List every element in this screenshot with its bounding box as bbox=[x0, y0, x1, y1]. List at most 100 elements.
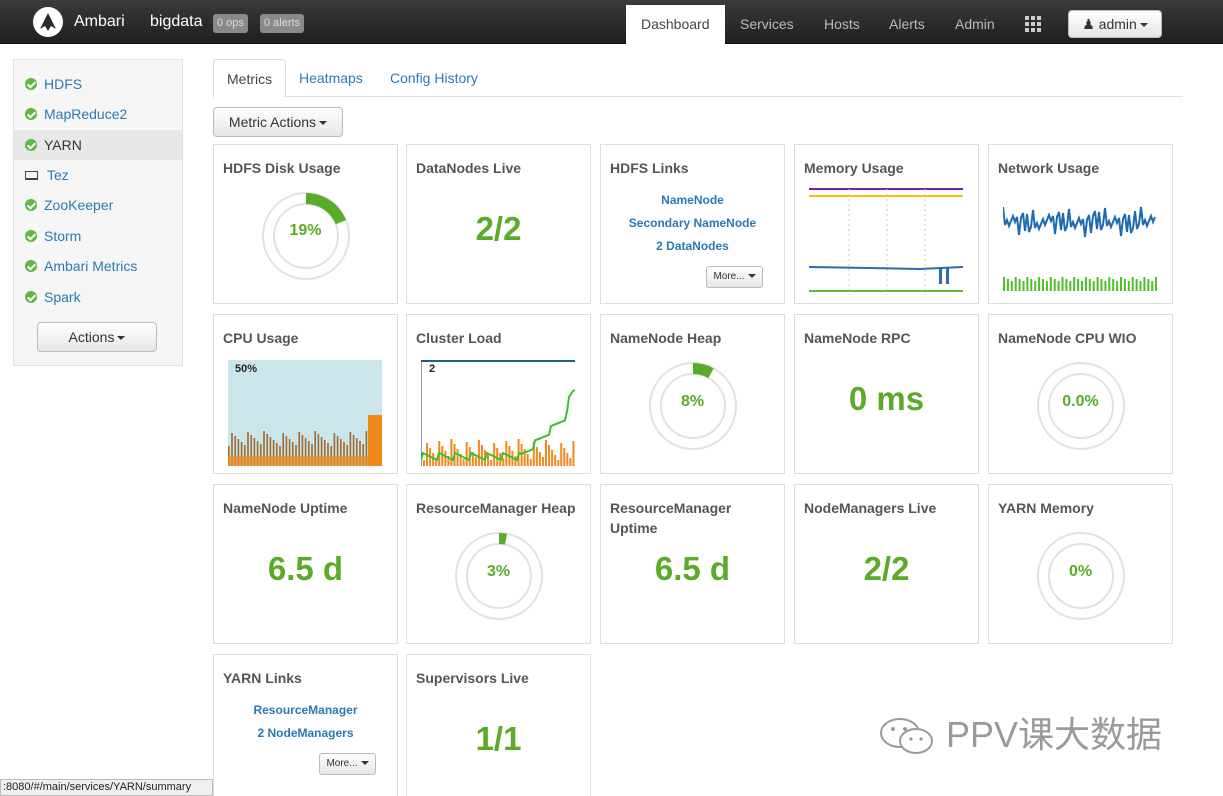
sidebar-item-zookeeper[interactable]: ZooKeeper bbox=[14, 190, 182, 220]
widget-title: Network Usage bbox=[998, 160, 1100, 176]
tab-heatmaps[interactable]: Heatmaps bbox=[299, 70, 363, 86]
views-grid-icon[interactable] bbox=[1025, 16, 1043, 32]
sidebar-item-storm[interactable]: Storm bbox=[14, 221, 182, 251]
user-menu-button[interactable]: ♟ admin bbox=[1068, 10, 1162, 38]
cluster-name[interactable]: bigdata bbox=[150, 13, 203, 30]
check-circle-icon bbox=[25, 260, 37, 272]
usage-donut bbox=[649, 362, 737, 450]
widget-hdfs-links: HDFS Links NameNode Secondary NameNode 2… bbox=[600, 144, 785, 304]
sidebar-item-hdfs[interactable]: HDFS bbox=[14, 69, 182, 99]
watermark-text: PPV课大数据 bbox=[946, 714, 1163, 755]
check-circle-icon bbox=[25, 78, 37, 90]
sidebar-item-label: Storm bbox=[44, 228, 82, 244]
laptop-icon bbox=[25, 171, 38, 180]
sidebar-item-yarn[interactable]: YARN bbox=[14, 130, 182, 160]
caret-down-icon bbox=[747, 274, 756, 279]
widget-title: Memory Usage bbox=[804, 160, 904, 176]
link-secondary-namenode[interactable]: Secondary NameNode bbox=[628, 216, 757, 230]
tab-metrics[interactable]: Metrics bbox=[213, 59, 287, 98]
sidebar-item-mapreduce2[interactable]: MapReduce2 bbox=[14, 99, 182, 129]
widget-title: HDFS Links bbox=[610, 160, 689, 176]
caret-down-icon bbox=[319, 121, 328, 126]
metric-actions-button[interactable]: Metric Actions bbox=[213, 107, 343, 137]
nav-services[interactable]: Services bbox=[740, 16, 794, 32]
widget-title: NameNode RPC bbox=[804, 330, 911, 346]
widget-title: NodeManagers Live bbox=[804, 500, 937, 516]
brand-name[interactable]: Ambari bbox=[74, 13, 125, 30]
widget-resourcemanager-uptime[interactable]: ResourceManager Uptime 6.5 d bbox=[600, 484, 785, 644]
widget-value: 19% bbox=[289, 222, 322, 239]
widget-title: HDFS Disk Usage bbox=[223, 160, 341, 176]
widget-title: YARN Memory bbox=[998, 500, 1094, 516]
actions-button[interactable]: Actions bbox=[37, 322, 157, 352]
widget-title: Cluster Load bbox=[416, 330, 502, 346]
widget-value: 8% bbox=[680, 393, 705, 410]
widget-title: NameNode Uptime bbox=[223, 500, 348, 516]
link-namenode[interactable]: NameNode bbox=[661, 193, 724, 207]
widget-yarn-memory[interactable]: YARN Memory 0% bbox=[988, 484, 1173, 644]
widget-value: 0 ms bbox=[848, 380, 925, 417]
check-circle-icon bbox=[25, 139, 37, 151]
more-button[interactable]: More... bbox=[319, 753, 376, 775]
nav-admin[interactable]: Admin bbox=[955, 16, 995, 32]
caret-down-icon bbox=[1139, 23, 1148, 28]
widget-title: Supervisors Live bbox=[416, 670, 529, 686]
summary-tabs: Metrics Heatmaps Config History bbox=[213, 59, 1183, 98]
widget-value: 6.5 d bbox=[267, 550, 344, 587]
nav-hosts[interactable]: Hosts bbox=[824, 16, 860, 32]
sidebar-item-label: Spark bbox=[44, 289, 81, 305]
top-navbar: Ambari bigdata 0 ops 0 alerts Dashboard … bbox=[0, 0, 1223, 44]
browser-status-url: :8080/#/main/services/YARN/summary bbox=[0, 779, 213, 796]
widget-value: 2/2 bbox=[863, 550, 910, 587]
tab-config-history[interactable]: Config History bbox=[390, 70, 478, 86]
sidebar-item-label: MapReduce2 bbox=[44, 106, 128, 122]
widget-nodemanagers-live[interactable]: NodeManagers Live 2/2 bbox=[794, 484, 979, 644]
sidebar-item-label: HDFS bbox=[44, 76, 83, 92]
widget-title: ResourceManager Heap bbox=[416, 500, 576, 516]
widget-resourcemanager-heap[interactable]: ResourceManager Heap 3% bbox=[406, 484, 591, 644]
widget-yarn-links: YARN Links ResourceManager 2 NodeManager… bbox=[213, 654, 398, 796]
link-resourcemanager[interactable]: ResourceManager bbox=[253, 703, 358, 717]
check-circle-icon bbox=[25, 230, 37, 242]
widget-value: 2/2 bbox=[475, 210, 522, 247]
widget-cpu-usage[interactable]: CPU Usage 50% bbox=[213, 314, 398, 474]
more-button[interactable]: More... bbox=[706, 266, 763, 288]
sidebar-item-label: Ambari Metrics bbox=[44, 258, 138, 274]
network-chart bbox=[1003, 206, 1157, 291]
usage-donut bbox=[262, 192, 350, 280]
sidebar-item-ambari-metrics[interactable]: Ambari Metrics bbox=[14, 251, 182, 281]
widget-memory-usage[interactable]: Memory Usage bbox=[794, 144, 979, 304]
usage-donut bbox=[455, 532, 543, 620]
widget-network-usage[interactable]: Network Usage bbox=[988, 144, 1173, 304]
widget-value: 0% bbox=[1068, 563, 1093, 580]
widget-title: ResourceManager Uptime bbox=[610, 500, 732, 536]
widget-namenode-heap[interactable]: NameNode Heap 8% bbox=[600, 314, 785, 474]
link-nodemanagers[interactable]: 2 NodeManagers bbox=[257, 726, 354, 740]
caret-down-icon bbox=[360, 761, 369, 766]
cluster-load-label: 2 bbox=[429, 363, 435, 375]
widget-value: 1/1 bbox=[475, 720, 522, 757]
alerts-badge[interactable]: 0 alerts bbox=[260, 14, 305, 33]
ambari-logo[interactable] bbox=[33, 7, 63, 37]
sidebar-item-tez[interactable]: Tez bbox=[14, 160, 182, 190]
nav-alerts[interactable]: Alerts bbox=[889, 16, 925, 32]
widget-supervisors-live[interactable]: Supervisors Live 1/1 bbox=[406, 654, 591, 796]
widget-title: CPU Usage bbox=[223, 330, 299, 346]
gauge-fill bbox=[499, 533, 508, 545]
nav-dashboard[interactable]: Dashboard bbox=[626, 5, 725, 44]
widget-namenode-cpu-wio[interactable]: NameNode CPU WIO 0.0% bbox=[988, 314, 1173, 474]
widget-namenode-uptime[interactable]: NameNode Uptime 6.5 d bbox=[213, 484, 398, 644]
widget-datanodes-live[interactable]: DataNodes Live 2/2 bbox=[406, 144, 591, 304]
sidebar-item-spark[interactable]: Spark bbox=[14, 282, 182, 312]
link-datanodes[interactable]: 2 DataNodes bbox=[656, 239, 729, 253]
widget-cluster-load[interactable]: Cluster Load 2 bbox=[406, 314, 591, 474]
widget-title: YARN Links bbox=[223, 670, 302, 686]
widget-hdfs-disk-usage[interactable]: HDFS Disk Usage 19% bbox=[213, 144, 398, 304]
check-circle-icon bbox=[25, 108, 37, 120]
metric-actions-label: Metric Actions bbox=[228, 114, 317, 130]
widget-namenode-rpc[interactable]: NameNode RPC 0 ms bbox=[794, 314, 979, 474]
gauge-fill bbox=[306, 193, 346, 225]
usage-donut bbox=[1037, 532, 1125, 620]
sidebar-item-label: ZooKeeper bbox=[44, 197, 114, 213]
ops-badge[interactable]: 0 ops bbox=[213, 14, 248, 33]
